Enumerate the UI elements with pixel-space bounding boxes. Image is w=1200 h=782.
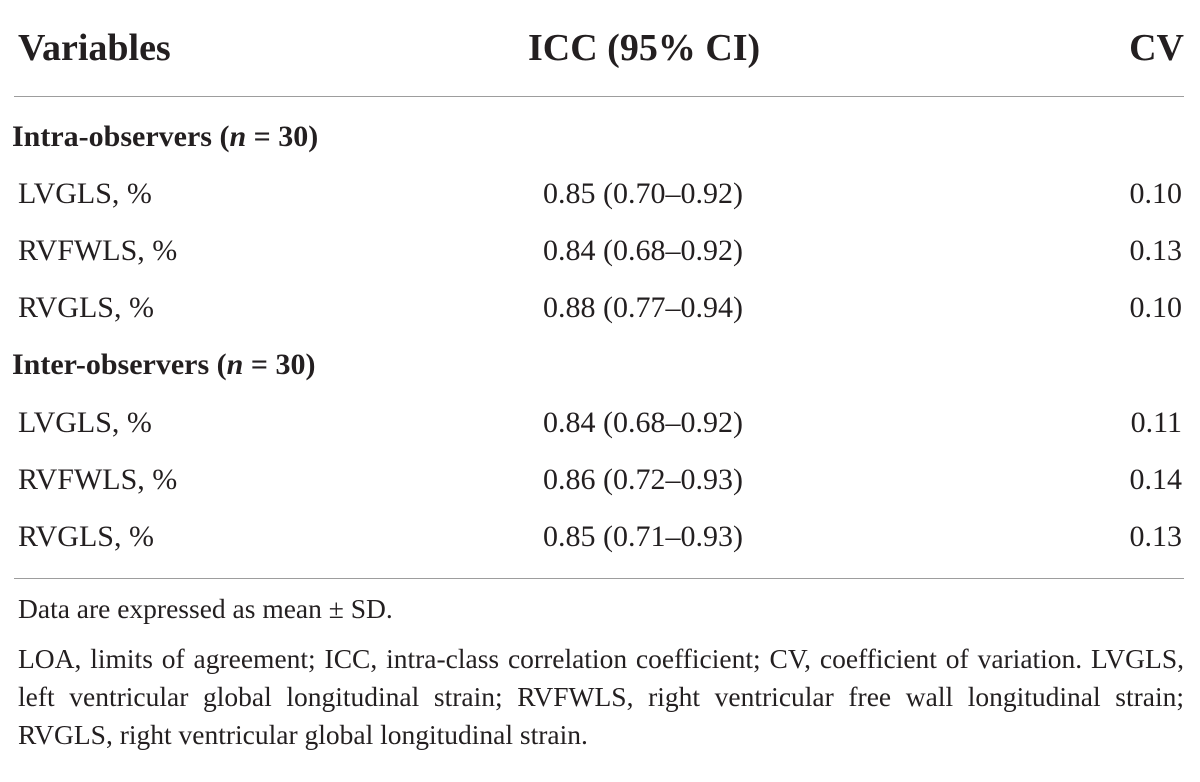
cell-cv: 0.10: [1129, 177, 1183, 210]
table-row: LVGLS, % 0.85 (0.70–0.92) 0.10: [14, 177, 1184, 217]
cell-variable: RVGLS, %: [18, 291, 154, 324]
section-title-n: n: [226, 348, 244, 381]
cell-cv: 0.13: [1129, 520, 1183, 553]
cell-icc: 0.84 (0.68–0.92): [543, 406, 743, 439]
table-row: RVGLS, % 0.85 (0.71–0.93) 0.13: [14, 520, 1184, 560]
cell-variable: LVGLS, %: [18, 177, 152, 210]
section-title-suffix: = 30): [243, 348, 316, 381]
section-title-intra: Intra-observers (n = 30): [12, 120, 318, 154]
cell-variable: RVFWLS, %: [18, 234, 178, 267]
cell-cv: 0.10: [1129, 291, 1183, 324]
cell-variable: LVGLS, %: [18, 406, 152, 439]
cell-icc: 0.84 (0.68–0.92): [543, 234, 743, 267]
section-title-inter: Inter-observers (n = 30): [12, 348, 315, 382]
section-title-prefix: Intra-observers (: [12, 120, 230, 153]
cell-cv: 0.11: [1130, 406, 1182, 439]
cell-icc: 0.85 (0.71–0.93): [543, 520, 743, 553]
table-row: RVFWLS, % 0.86 (0.72–0.93) 0.14: [14, 463, 1184, 503]
section-title-suffix: = 30): [246, 120, 319, 153]
footer-divider: [14, 578, 1184, 579]
cell-icc: 0.86 (0.72–0.93): [543, 463, 743, 496]
header-icc: ICC (95% CI): [528, 27, 761, 69]
table-header: Variables ICC (95% CI) CV: [14, 22, 1184, 82]
header-divider: [14, 96, 1184, 97]
cell-icc: 0.88 (0.77–0.94): [543, 291, 743, 324]
table-row: RVFWLS, % 0.84 (0.68–0.92) 0.13: [14, 234, 1184, 274]
section-title-n: n: [229, 120, 247, 153]
cell-cv: 0.14: [1129, 463, 1183, 496]
cell-variable: RVGLS, %: [18, 520, 154, 553]
section-title-prefix: Inter-observers (: [12, 348, 227, 381]
cell-cv: 0.13: [1129, 234, 1183, 267]
header-cv: CV: [1129, 27, 1184, 69]
table-row: RVGLS, % 0.88 (0.77–0.94) 0.10: [14, 291, 1184, 331]
table-row: LVGLS, % 0.84 (0.68–0.92) 0.11: [14, 406, 1184, 446]
header-variables: Variables: [18, 27, 171, 69]
cell-icc: 0.85 (0.70–0.92): [543, 177, 743, 210]
footnote-data-expression: Data are expressed as mean ± SD.: [18, 593, 393, 624]
footnote-abbreviations: LOA, limits of agreement; ICC, intra-cla…: [18, 643, 1184, 750]
cell-variable: RVFWLS, %: [18, 463, 178, 496]
